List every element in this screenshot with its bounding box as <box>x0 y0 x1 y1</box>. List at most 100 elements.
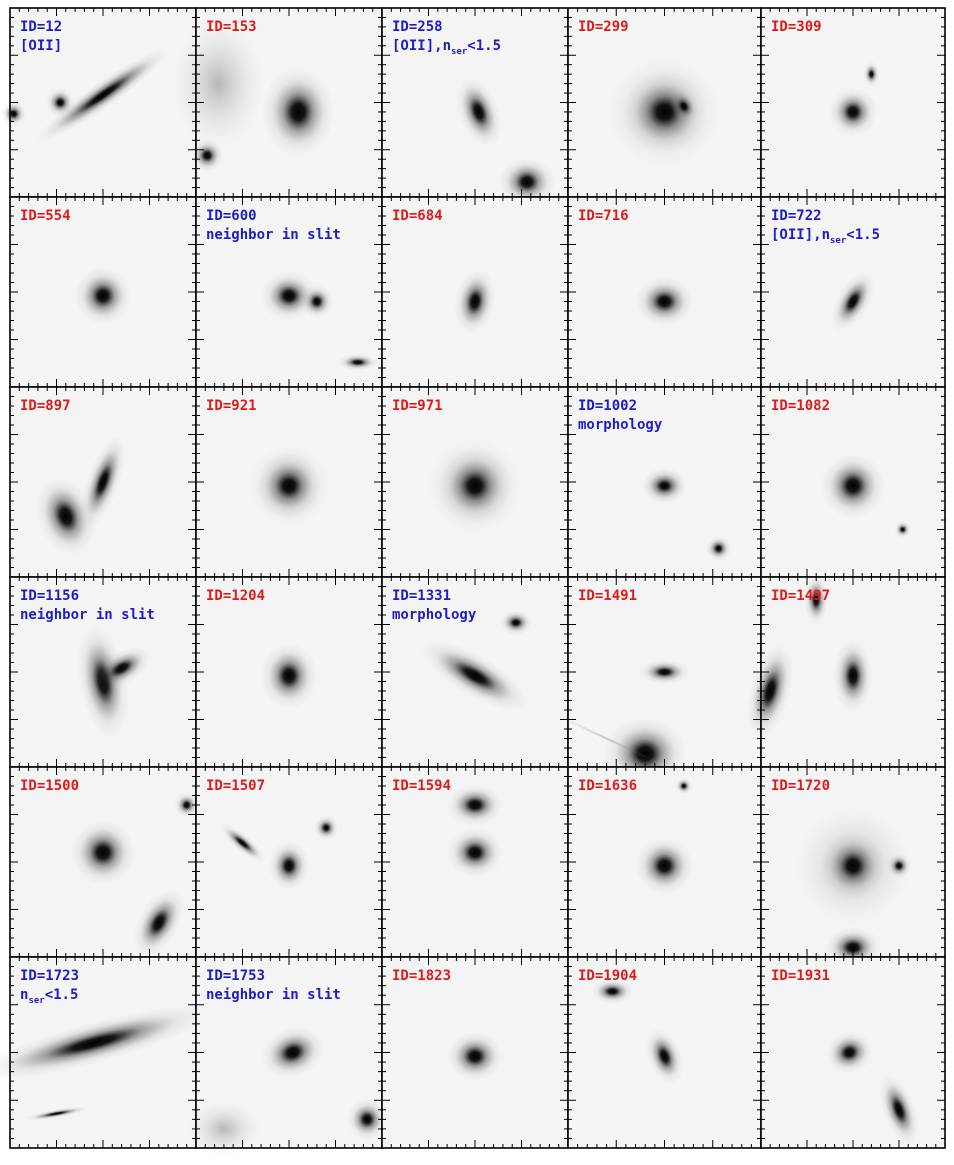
galaxy-source <box>261 66 336 158</box>
galaxy-panel: ID=1497 <box>746 574 946 768</box>
panel-id-label: ID=309 <box>771 19 822 35</box>
panel-id-label: ID=897 <box>20 398 71 414</box>
galaxy-panel: ID=1500 <box>9 766 199 958</box>
galaxy-source <box>256 452 322 520</box>
galaxy-panel: ID=921 <box>195 386 383 578</box>
panel-id-label: ID=554 <box>20 208 71 224</box>
panel-note-label: morphology <box>392 607 477 623</box>
galaxy-source <box>0 1005 213 1081</box>
galaxy-source <box>804 574 829 625</box>
galaxy-source <box>499 610 533 636</box>
panel-id-label: ID=971 <box>392 398 443 414</box>
panel-id-label: ID=299 <box>578 19 629 35</box>
galaxy-panel: ID=1082 <box>760 386 946 578</box>
panel-id-label: ID=921 <box>206 398 257 414</box>
galaxy-source <box>669 90 698 123</box>
panel-id-label: ID=12 <box>20 19 62 35</box>
galaxy-source <box>35 475 97 557</box>
galaxy-panel: ID=1204 <box>195 576 383 768</box>
galaxy-panel: ID=1904 <box>567 956 762 1149</box>
galaxy-panel: ID=1594 <box>381 766 569 958</box>
panel-id-label: ID=1594 <box>392 778 451 794</box>
galaxy-source <box>639 659 690 685</box>
panel-id-label: ID=1753 <box>206 968 265 984</box>
galaxy-panel: ID=1636 <box>567 766 762 958</box>
panel-id-label: ID=600 <box>206 208 257 224</box>
panel-id-label: ID=1904 <box>578 968 637 984</box>
galaxy-panel: ID=309 <box>760 7 946 198</box>
panel-id-label: ID=1204 <box>206 588 265 604</box>
galaxy-panel: ID=722 [OII],nser<1.5 <box>760 196 946 388</box>
panel-id-label: ID=1002 <box>578 398 637 414</box>
galaxy-source <box>886 853 912 879</box>
galaxy-source <box>455 76 502 148</box>
panel-note-label: neighbor in slit <box>206 227 341 243</box>
galaxy-source <box>634 276 695 327</box>
panel-id-label: ID=1507 <box>206 778 265 794</box>
galaxy-source <box>438 448 512 524</box>
galaxy-source <box>825 1031 874 1074</box>
galaxy-source <box>746 642 794 740</box>
galaxy-panel: ID=684 <box>381 196 569 388</box>
galaxy-source <box>879 1073 919 1146</box>
galaxy-source <box>820 452 886 520</box>
panel-id-label: ID=722 <box>771 208 822 224</box>
galaxy-panel: ID=1931 <box>760 956 946 1149</box>
panel-id-label: ID=1500 <box>20 778 79 794</box>
panel-note-label: morphology <box>578 417 663 433</box>
galaxy-panel: ID=153 <box>171 7 383 198</box>
galaxy-source <box>705 535 732 562</box>
galaxy-source <box>346 1098 388 1141</box>
galaxy-panel: ID=897 <box>9 386 197 578</box>
galaxy-source <box>260 642 318 710</box>
galaxy-panel: ID=1753 neighbor in slit <box>186 956 388 1158</box>
galaxy-source <box>832 638 874 714</box>
galaxy-panel: ID=554 <box>9 196 197 388</box>
galaxy-panel: ID=258 [OII],nser<1.5 <box>381 7 569 207</box>
panel-note-label: neighbor in slit <box>20 607 155 623</box>
galaxy-source <box>219 823 266 863</box>
galaxy-source <box>894 521 911 538</box>
panel-id-label: ID=1497 <box>771 588 830 604</box>
galaxy-source <box>74 266 132 326</box>
galaxy-source <box>446 1031 504 1082</box>
panel-note-label: [OII],nser<1.5 <box>392 38 501 57</box>
galaxy-panel: ID=600 neighbor in slit <box>195 196 383 388</box>
galaxy-source <box>675 777 693 795</box>
panel-id-label: ID=153 <box>206 19 257 35</box>
galaxy-panel: ID=1002 morphology <box>567 386 762 578</box>
galaxy-source <box>863 61 880 87</box>
panel-id-label: ID=1636 <box>578 778 637 794</box>
galaxy-source <box>300 284 334 319</box>
galaxy-source <box>420 640 530 712</box>
galaxy-panel: ID=1823 <box>381 956 569 1149</box>
galaxy-panel: ID=1331 morphology <box>381 576 569 768</box>
panel-id-label: ID=716 <box>578 208 629 224</box>
galaxy-panel: ID=971 <box>381 386 569 578</box>
panel-id-label: ID=1823 <box>392 968 451 984</box>
galaxy-source <box>132 888 185 957</box>
galaxy-source <box>828 87 878 137</box>
galaxy-source <box>454 268 496 335</box>
galaxy-source <box>831 271 875 332</box>
galaxy-source <box>174 792 199 818</box>
panel-note-label: [OII],nser<1.5 <box>771 227 880 246</box>
galaxy-source <box>446 784 504 826</box>
galaxy-panel: ID=1507 <box>195 766 383 958</box>
galaxy-source <box>92 646 152 691</box>
galaxy-panel: ID=299 <box>567 7 762 198</box>
panel-note-label: neighbor in slit <box>206 987 341 1003</box>
galaxy-source <box>70 819 136 886</box>
galaxy-source <box>35 46 171 143</box>
galaxy-source <box>622 70 707 154</box>
panel-note-label: nser<1.5 <box>20 987 78 1006</box>
galaxy-source <box>171 17 265 150</box>
panel-id-label: ID=1720 <box>771 778 830 794</box>
galaxy-source <box>645 1028 684 1085</box>
galaxy-source <box>268 840 310 891</box>
panel-id-label: ID=1491 <box>578 588 637 604</box>
galaxy-panel: ID=1723 nser<1.5 <box>0 956 213 1149</box>
galaxy-source <box>45 87 75 118</box>
galaxy-source <box>446 827 504 878</box>
